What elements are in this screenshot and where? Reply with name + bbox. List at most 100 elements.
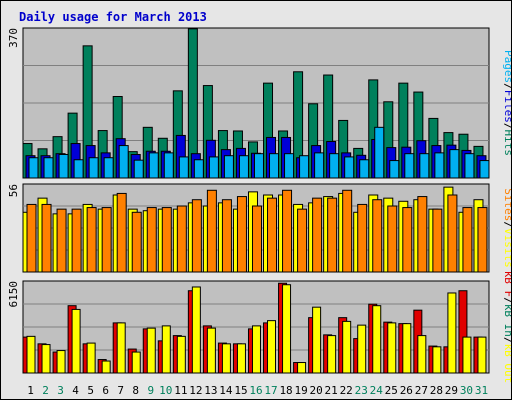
- pages-bar: [148, 152, 159, 179]
- sites-bar: [327, 197, 338, 273]
- panel-visits-ylabel: Sites/Visits: [502, 188, 511, 268]
- sites-bar: [161, 207, 172, 273]
- day-label: 22: [340, 384, 353, 397]
- pages-bar: [118, 145, 129, 179]
- sites-bar: [372, 199, 383, 273]
- kbout-bar: [221, 343, 231, 374]
- kbout-bar: [447, 292, 457, 374]
- day-label: 18: [279, 384, 292, 397]
- panel-visits-bars: [22, 186, 488, 273]
- day-label: 21: [325, 384, 338, 397]
- sites-bar: [342, 189, 353, 273]
- day-label: 26: [400, 384, 413, 397]
- panel-hits-ymax-label: 370: [7, 28, 20, 48]
- kbout-bar: [41, 344, 51, 374]
- pages-bar: [238, 155, 249, 179]
- sites-bar: [131, 211, 142, 273]
- kbout-bar: [26, 335, 36, 374]
- kbout-bar: [402, 323, 412, 374]
- kbout-bar: [236, 343, 246, 374]
- sites-bar: [146, 207, 157, 273]
- pages-bar: [344, 156, 355, 179]
- pages-bar: [359, 159, 370, 179]
- panel-visits-ymax-label: 56: [7, 184, 20, 197]
- pages-bar: [434, 152, 445, 179]
- day-label: 27: [415, 384, 428, 397]
- kbout-bar: [282, 284, 292, 374]
- kbout-bar: [71, 308, 81, 374]
- panel-kbytes-ymax-label: 6150: [7, 281, 20, 308]
- ylabel-part: /: [502, 123, 511, 130]
- kbout-bar: [357, 324, 367, 374]
- pages-bar: [389, 160, 400, 179]
- panel-kbytes-bars: [22, 282, 487, 374]
- day-label: 19: [294, 384, 307, 397]
- kbout-bar: [101, 360, 111, 374]
- ylabel-part: Pages: [502, 50, 511, 83]
- kbout-bar: [206, 327, 216, 374]
- ylabel-part: kB In: [502, 304, 511, 337]
- sites-bar: [86, 207, 97, 273]
- kbout-bar: [372, 305, 382, 374]
- ylabel-part: /: [502, 337, 511, 344]
- ylabel-part: /: [502, 221, 511, 228]
- ylabel-part: /: [502, 297, 511, 304]
- kbout-bar: [176, 335, 186, 374]
- day-label: 8: [132, 384, 139, 397]
- day-label: 15: [234, 384, 247, 397]
- sites-bar: [176, 205, 187, 273]
- pages-bar: [299, 155, 310, 179]
- pages-bar: [464, 153, 475, 179]
- pages-bar: [374, 126, 385, 179]
- day-label: 12: [189, 384, 202, 397]
- kbout-bar: [432, 346, 442, 374]
- pages-bar: [223, 155, 234, 179]
- pages-bar: [43, 157, 54, 179]
- day-label: 7: [117, 384, 124, 397]
- panel-hits-bars: [22, 28, 490, 179]
- day-label: 24: [370, 384, 384, 397]
- kbout-bar: [297, 362, 307, 374]
- pages-bar: [314, 152, 325, 179]
- pages-bar: [103, 157, 114, 179]
- kbout-bar: [56, 350, 66, 374]
- day-label: 25: [385, 384, 398, 397]
- sites-bar: [402, 207, 413, 273]
- kbout-bar: [327, 335, 337, 374]
- ylabel-part: Visits: [502, 228, 511, 268]
- sites-bar: [26, 203, 37, 273]
- kbout-bar: [131, 351, 141, 374]
- pages-bar: [133, 159, 144, 179]
- pages-bar: [163, 152, 174, 179]
- pages-bar: [419, 153, 430, 179]
- kbout-bar: [387, 322, 397, 374]
- day-label: 4: [72, 384, 79, 397]
- day-label: 28: [430, 384, 443, 397]
- sites-bar: [221, 199, 232, 273]
- day-label: 23: [355, 384, 368, 397]
- pages-bar: [73, 159, 84, 179]
- sites-bar: [191, 199, 202, 273]
- sites-bar: [71, 208, 82, 273]
- sites-bar: [236, 196, 247, 273]
- sites-bar: [312, 197, 323, 273]
- sites-bar: [432, 208, 443, 273]
- pages-bar: [208, 156, 219, 179]
- panel-kbytes: 6150 kB F/kB In/kB Out: [7, 271, 511, 384]
- pages-bar: [284, 153, 295, 179]
- day-label: 5: [87, 384, 94, 397]
- kbout-bar: [161, 325, 171, 374]
- panel-hits-ylabel: Pages/Files/Hits: [502, 50, 511, 156]
- day-label: 3: [57, 384, 64, 397]
- day-label: 10: [159, 384, 172, 397]
- pages-bar: [253, 153, 264, 179]
- day-label: 11: [174, 384, 187, 397]
- day-label: 1: [27, 384, 34, 397]
- sites-bar: [357, 203, 368, 273]
- day-label: 14: [219, 384, 233, 397]
- ylabel-part: /: [502, 83, 511, 90]
- kbout-bar: [191, 286, 201, 374]
- sites-bar: [101, 207, 112, 273]
